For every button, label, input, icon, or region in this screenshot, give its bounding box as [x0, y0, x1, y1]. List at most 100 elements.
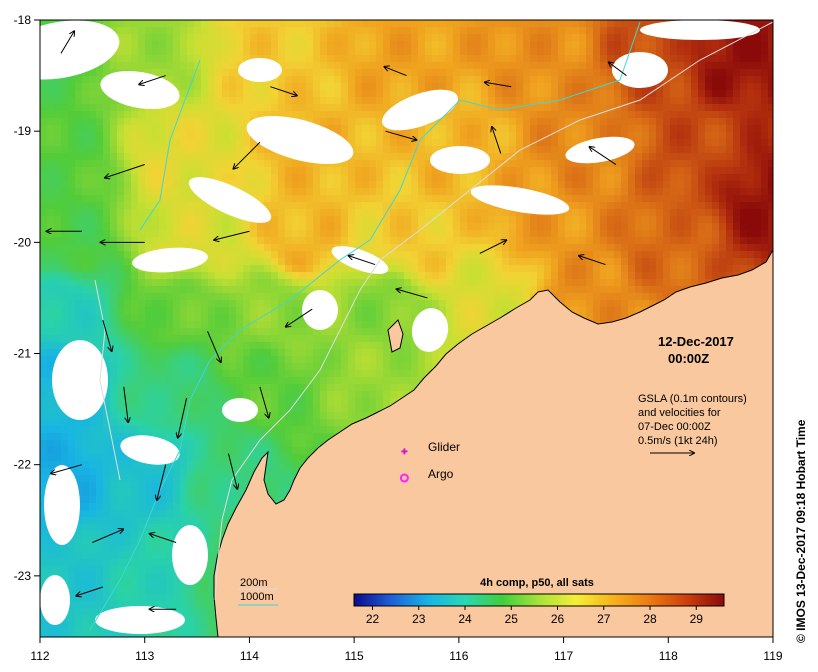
- sst-cell: [96, 62, 104, 70]
- sst-cell: [418, 132, 426, 140]
- sst-cell: [614, 209, 622, 217]
- sst-cell: [600, 34, 608, 42]
- sst-cell: [439, 83, 447, 91]
- sst-cell: [229, 97, 237, 105]
- sst-cell: [404, 286, 412, 294]
- sst-cell: [530, 76, 538, 84]
- sst-cell: [642, 111, 650, 119]
- sst-cell: [208, 265, 216, 273]
- sst-cell: [96, 90, 104, 98]
- sst-cell: [551, 265, 559, 273]
- sst-cell: [292, 48, 300, 56]
- sst-cell: [75, 132, 83, 140]
- sst-cell: [152, 307, 160, 315]
- sst-cell: [194, 20, 202, 28]
- sst-cell: [257, 195, 265, 203]
- sst-cell: [229, 251, 237, 259]
- sst-cell: [642, 20, 650, 28]
- sst-cell: [712, 97, 720, 105]
- sst-cell: [565, 76, 573, 84]
- sst-cell: [670, 258, 678, 266]
- sst-cell: [215, 335, 223, 343]
- sst-cell: [243, 160, 251, 168]
- sst-cell: [600, 265, 608, 273]
- sst-cell: [271, 48, 279, 56]
- sst-cell: [103, 321, 111, 329]
- sst-cell: [558, 188, 566, 196]
- sst-cell: [509, 181, 517, 189]
- sst-cell: [691, 76, 699, 84]
- sst-cell: [747, 153, 755, 161]
- sst-cell: [257, 104, 265, 112]
- sst-cell: [299, 83, 307, 91]
- sst-cell: [222, 251, 230, 259]
- sst-cell: [61, 132, 69, 140]
- sst-cell: [495, 146, 503, 154]
- sst-cell: [551, 34, 559, 42]
- sst-cell: [761, 69, 769, 77]
- sst-cell: [719, 265, 727, 273]
- sst-cell: [327, 34, 335, 42]
- sst-cell: [383, 48, 391, 56]
- sst-cell: [222, 328, 230, 336]
- sst-cell: [110, 349, 118, 357]
- sst-cell: [397, 41, 405, 49]
- sst-cell: [474, 132, 482, 140]
- sst-cell: [194, 293, 202, 301]
- sst-cell: [698, 48, 706, 56]
- sst-cell: [264, 167, 272, 175]
- sst-cell: [397, 258, 405, 266]
- sst-cell: [656, 104, 664, 112]
- sst-cell: [439, 209, 447, 217]
- sst-cell: [719, 118, 727, 126]
- sst-cell: [600, 167, 608, 175]
- sst-cell: [383, 286, 391, 294]
- sst-cell: [474, 62, 482, 70]
- sst-cell: [54, 293, 62, 301]
- sst-cell: [579, 195, 587, 203]
- sst-cell: [432, 286, 440, 294]
- sst-cell: [712, 188, 720, 196]
- sst-cell: [166, 181, 174, 189]
- sst-cell: [264, 321, 272, 329]
- sst-cell: [467, 279, 475, 287]
- sst-cell: [278, 237, 286, 245]
- sst-cell: [54, 167, 62, 175]
- sst-cell: [411, 188, 419, 196]
- sst-cell: [222, 76, 230, 84]
- sst-cell: [138, 307, 146, 315]
- sst-cell: [586, 279, 594, 287]
- sst-cell: [341, 328, 349, 336]
- sst-cell: [68, 174, 76, 182]
- sst-cell: [40, 167, 48, 175]
- sst-cell: [551, 279, 559, 287]
- sst-cell: [691, 146, 699, 154]
- sst-cell: [705, 97, 713, 105]
- sst-cell: [278, 55, 286, 63]
- sst-cell: [320, 55, 328, 63]
- sst-cell: [215, 230, 223, 238]
- sst-cell: [509, 48, 517, 56]
- sst-cell: [481, 132, 489, 140]
- sst-cell: [474, 55, 482, 63]
- sst-cell: [215, 349, 223, 357]
- sst-cell: [586, 174, 594, 182]
- sst-cell: [250, 104, 258, 112]
- sst-cell: [369, 272, 377, 280]
- sst-cell: [327, 125, 335, 133]
- sst-cell: [425, 27, 433, 35]
- sst-cell: [663, 76, 671, 84]
- sst-cell: [621, 83, 629, 91]
- sst-cell: [40, 153, 48, 161]
- sst-cell: [362, 188, 370, 196]
- sst-cell: [236, 307, 244, 315]
- sst-cell: [138, 195, 146, 203]
- sst-cell: [537, 62, 545, 70]
- sst-cell: [467, 265, 475, 273]
- sst-cell: [61, 251, 69, 259]
- sst-cell: [173, 132, 181, 140]
- sst-cell: [432, 258, 440, 266]
- sst-cell: [691, 230, 699, 238]
- sst-cell: [565, 20, 573, 28]
- sst-cell: [628, 195, 636, 203]
